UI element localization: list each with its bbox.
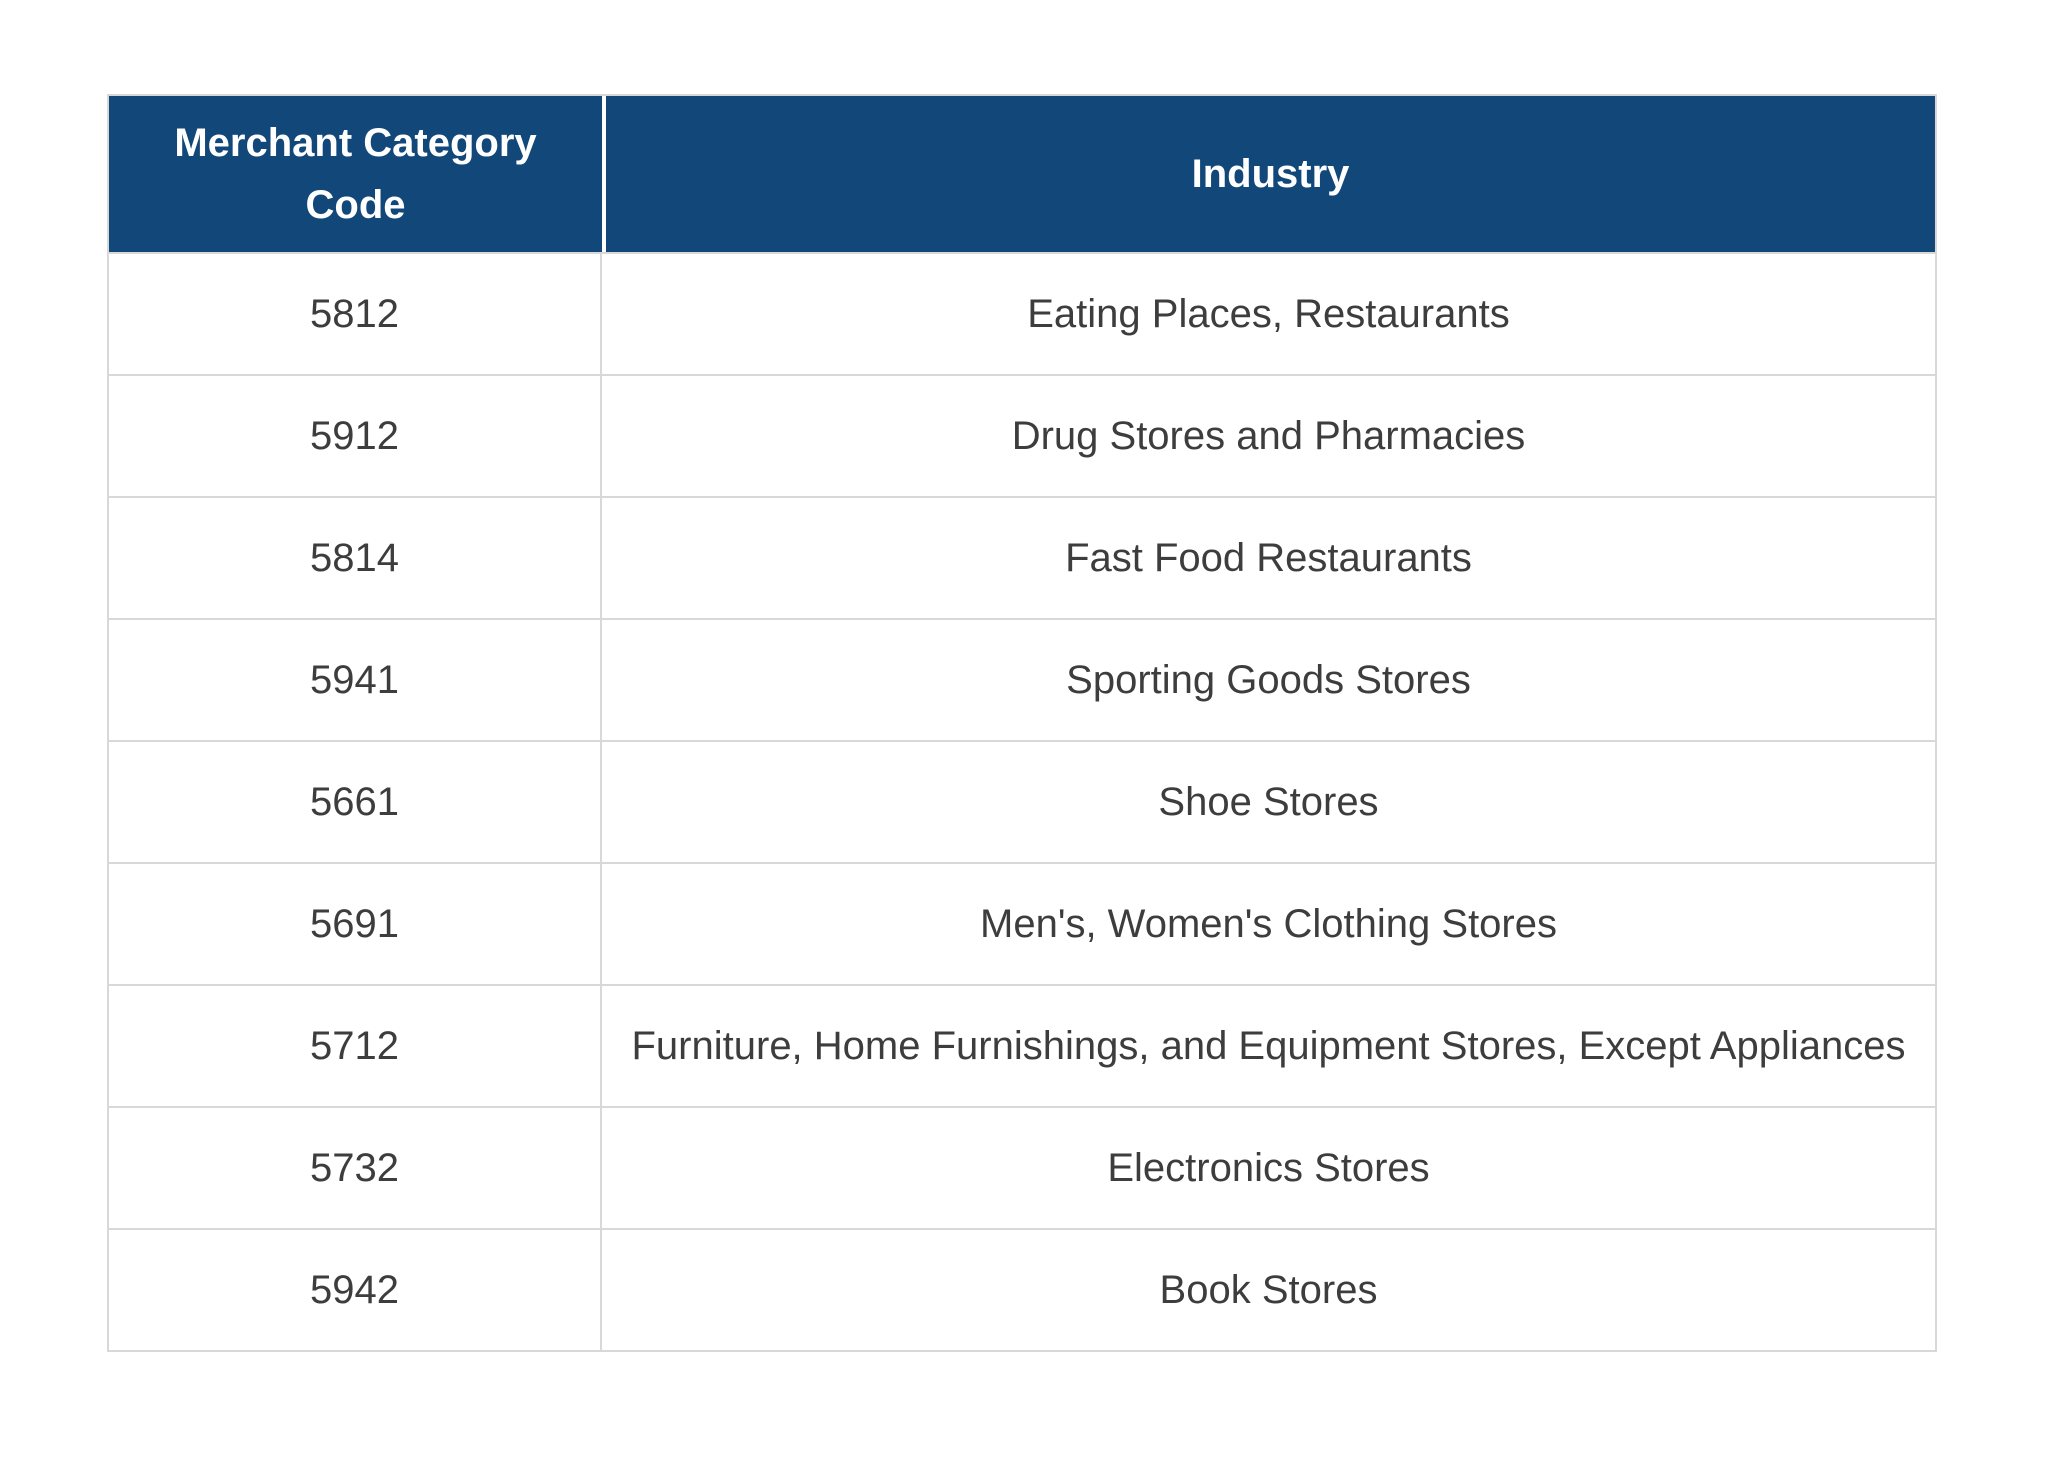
industry-cell: Fast Food Restaurants	[602, 496, 1935, 618]
table-row: 5814 Fast Food Restaurants	[109, 496, 1935, 618]
industry-cell: Furniture, Home Furnishings, and Equipme…	[602, 984, 1935, 1106]
column-header-industry: Industry	[602, 96, 1935, 252]
mcc-code-cell: 5912	[109, 374, 602, 496]
mcc-code-cell: 5691	[109, 862, 602, 984]
table-row: 5912 Drug Stores and Pharmacies	[109, 374, 1935, 496]
merchant-category-table-container: Merchant Category Code Industry 5812 Eat…	[107, 94, 1937, 1352]
table-row: 5712 Furniture, Home Furnishings, and Eq…	[109, 984, 1935, 1106]
mcc-code-cell: 5712	[109, 984, 602, 1106]
table-row: 5941 Sporting Goods Stores	[109, 618, 1935, 740]
table-row: 5691 Men's, Women's Clothing Stores	[109, 862, 1935, 984]
industry-cell: Drug Stores and Pharmacies	[602, 374, 1935, 496]
table-row: 5661 Shoe Stores	[109, 740, 1935, 862]
table-row: 5942 Book Stores	[109, 1228, 1935, 1350]
table-body: 5812 Eating Places, Restaurants 5912 Dru…	[109, 252, 1935, 1350]
column-header-merchant-category-code: Merchant Category Code	[109, 96, 602, 252]
mcc-code-cell: 5732	[109, 1106, 602, 1228]
mcc-code-cell: 5661	[109, 740, 602, 862]
industry-cell: Sporting Goods Stores	[602, 618, 1935, 740]
header-row: Merchant Category Code Industry	[109, 96, 1935, 252]
mcc-code-cell: 5942	[109, 1228, 602, 1350]
industry-cell: Eating Places, Restaurants	[602, 252, 1935, 374]
table-row: 5812 Eating Places, Restaurants	[109, 252, 1935, 374]
merchant-category-table: Merchant Category Code Industry 5812 Eat…	[107, 94, 1937, 1352]
industry-cell: Book Stores	[602, 1228, 1935, 1350]
table-header: Merchant Category Code Industry	[109, 96, 1935, 252]
table-row: 5732 Electronics Stores	[109, 1106, 1935, 1228]
mcc-code-cell: 5814	[109, 496, 602, 618]
industry-cell: Men's, Women's Clothing Stores	[602, 862, 1935, 984]
mcc-code-cell: 5812	[109, 252, 602, 374]
industry-cell: Electronics Stores	[602, 1106, 1935, 1228]
mcc-code-cell: 5941	[109, 618, 602, 740]
industry-cell: Shoe Stores	[602, 740, 1935, 862]
